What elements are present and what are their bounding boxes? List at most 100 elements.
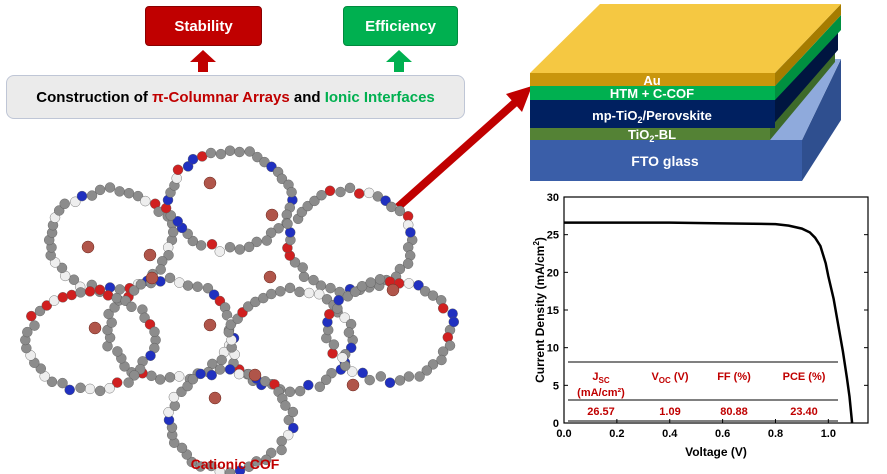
atom: [84, 383, 96, 395]
cationic-cof-structure: [20, 145, 459, 474]
atom: [202, 283, 214, 294]
layer-fto: [530, 140, 802, 181]
counter-ion: [143, 248, 157, 262]
atom: [84, 286, 96, 297]
y-tick-label: 15: [547, 305, 559, 317]
atom: [46, 376, 58, 387]
atom: [357, 367, 368, 379]
atom: [244, 146, 255, 157]
atom: [337, 352, 348, 363]
counter-ion: [248, 368, 262, 382]
atom: [421, 365, 432, 376]
y-tick-label: 10: [547, 343, 559, 355]
layer-label-perovskite: mp-TiO2/Perovskite: [592, 108, 712, 125]
atom: [347, 366, 358, 377]
atom: [286, 186, 297, 198]
counter-ion: [386, 283, 400, 297]
atom: [70, 196, 81, 208]
atom: [354, 188, 365, 199]
layer-htm: [530, 86, 775, 100]
atom: [187, 153, 199, 165]
atom: [251, 236, 262, 248]
y-tick-label: 5: [553, 380, 559, 392]
atom: [173, 371, 185, 382]
atom: [215, 148, 227, 160]
table-header-voc: VOC (V): [651, 371, 688, 385]
atom: [41, 300, 52, 311]
atom: [86, 190, 98, 201]
atom: [140, 195, 151, 207]
atom: [283, 429, 294, 441]
atom: [309, 195, 320, 207]
atom: [94, 385, 106, 397]
layer-label-htm: HTM + C-COF: [610, 86, 694, 101]
atom: [224, 364, 236, 375]
atom: [328, 339, 340, 350]
atom: [167, 226, 179, 238]
x-tick-label: 0.0: [556, 428, 571, 440]
device-stack: Au HTM + C-COF mp-TiO2/Perovskite TiO2-B…: [530, 4, 841, 181]
atom: [234, 244, 246, 255]
atom: [195, 368, 206, 380]
table-header-ff: FF (%): [717, 371, 751, 383]
atom: [195, 240, 207, 251]
atom: [206, 239, 218, 250]
atom: [280, 400, 291, 411]
counter-ion: [265, 208, 279, 222]
efficiency-label: Efficiency: [343, 6, 458, 46]
atom: [224, 241, 236, 253]
atom: [216, 354, 227, 366]
atom: [234, 465, 246, 474]
atom: [403, 278, 415, 289]
atom: [57, 292, 68, 303]
table-header-pce: PCE (%): [783, 371, 826, 383]
banner-prefix: Construction of: [36, 88, 153, 106]
atom: [214, 364, 226, 375]
y-tick-label: 30: [547, 192, 559, 204]
atom: [261, 235, 272, 246]
efficiency-arrow-icon: [386, 50, 412, 72]
atom: [214, 246, 226, 257]
banner-ionic: Ionic Interfaces: [324, 88, 435, 106]
atom: [308, 274, 319, 286]
atom: [339, 312, 350, 323]
atom: [394, 375, 406, 386]
atom: [146, 370, 157, 381]
counter-ion: [208, 391, 222, 405]
atom: [403, 371, 415, 382]
atom: [22, 326, 33, 338]
atom: [214, 466, 225, 474]
atom: [111, 377, 123, 388]
atom: [243, 241, 255, 253]
atom: [316, 189, 327, 201]
atom: [206, 460, 217, 472]
atom: [252, 151, 263, 163]
atom: [26, 310, 37, 322]
atom: [260, 376, 271, 387]
atom: [187, 235, 199, 247]
layer-au: [530, 73, 775, 86]
x-tick-label: 0.2: [609, 428, 624, 440]
atom: [324, 185, 336, 197]
counter-ion: [203, 176, 217, 190]
atom: [163, 249, 174, 261]
atom: [196, 151, 208, 162]
atom: [56, 262, 68, 274]
atom: [94, 284, 106, 295]
stability-label: Stability: [145, 6, 262, 46]
atom: [284, 386, 296, 397]
atom: [375, 371, 386, 382]
atom: [344, 182, 356, 194]
table-value-jsc: 26.57: [587, 406, 615, 418]
table-value-ff: 80.88: [720, 406, 748, 418]
atom: [206, 369, 217, 381]
layer-perovskite: [530, 100, 775, 128]
atom: [168, 391, 180, 403]
atom: [298, 271, 310, 282]
atom: [224, 145, 236, 156]
counter-ion: [346, 378, 360, 392]
counter-ion: [145, 271, 159, 285]
atom: [94, 184, 106, 196]
atom: [287, 406, 299, 418]
